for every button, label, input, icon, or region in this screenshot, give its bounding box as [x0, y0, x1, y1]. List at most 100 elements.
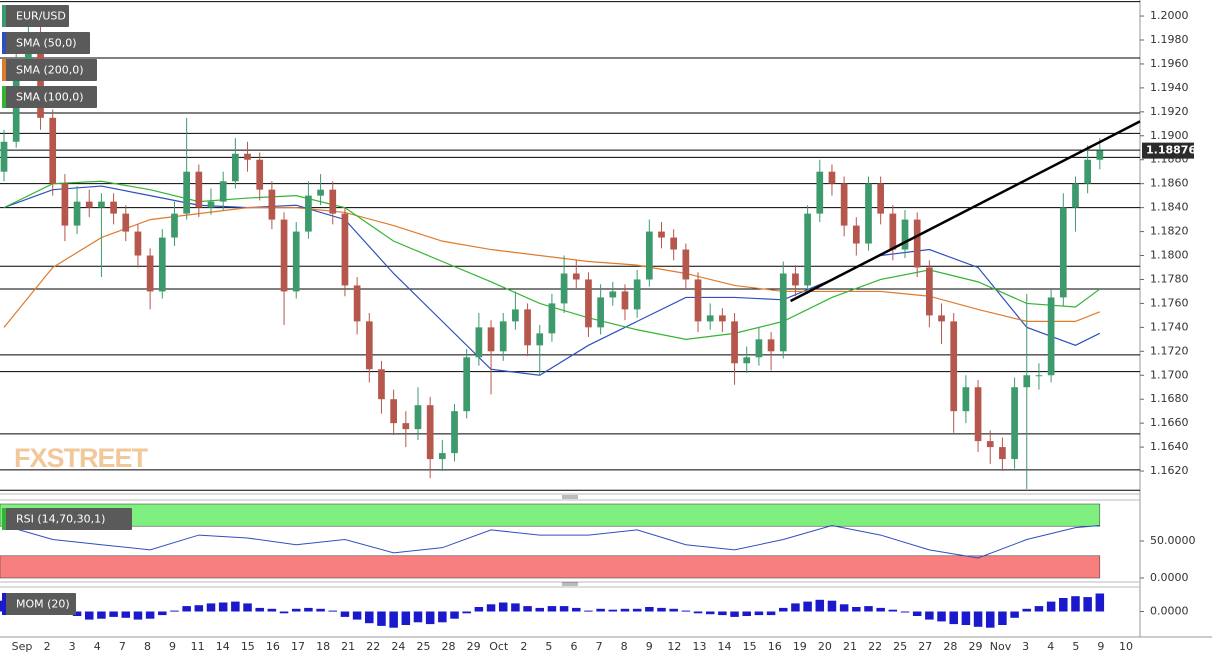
x-tick-label: 9: [1097, 640, 1104, 653]
candle-body: [195, 171, 203, 208]
candle-body: [597, 297, 604, 328]
mom-bar: [1034, 606, 1044, 612]
candle-body: [146, 255, 154, 292]
mom-bar: [1059, 598, 1068, 612]
x-tick-label: 19: [793, 640, 807, 653]
mom-bar: [912, 611, 922, 616]
legend-label: SMA (200,0): [16, 64, 84, 77]
mom-bar: [608, 609, 618, 612]
candle-body: [645, 231, 653, 280]
x-tick-label: 14: [216, 640, 230, 653]
y-tick-label: 1.1780: [1150, 272, 1189, 285]
candle-body: [73, 201, 81, 226]
legend-entry: EUR/USD: [2, 5, 69, 27]
x-tick-label: 20: [818, 640, 832, 653]
candle-body: [402, 423, 410, 430]
mom-bar: [645, 607, 654, 612]
candle-body: [98, 201, 105, 208]
legend-swatch: [2, 86, 6, 108]
mom-bar: [97, 611, 106, 619]
mom-bar: [316, 608, 325, 612]
candle-body: [390, 399, 397, 424]
mom-bar: [596, 608, 605, 612]
y-tick-label: 1.1720: [1150, 344, 1189, 357]
mom-bar: [158, 611, 167, 616]
mom-bar: [1071, 596, 1080, 612]
x-tick-label: 9: [169, 640, 176, 653]
x-tick-label: 25: [893, 640, 907, 653]
y-tick-label: 1.2000: [1150, 9, 1189, 22]
y-tick-label: 1.1840: [1150, 201, 1189, 214]
mom-bar: [754, 611, 764, 616]
candle-body: [1072, 183, 1079, 208]
mom-bar: [705, 611, 715, 615]
candle-body: [85, 201, 93, 208]
mom-bar: [693, 611, 703, 614]
mom-bar: [998, 611, 1007, 625]
legend-label: SMA (100,0): [16, 91, 84, 104]
mom-bar: [365, 611, 374, 624]
candle-body: [49, 117, 57, 184]
candle-body: [414, 405, 422, 430]
mom-bar: [279, 611, 289, 614]
candle-body: [365, 321, 373, 370]
candle-body: [621, 291, 629, 310]
x-tick-label: 22: [366, 640, 380, 653]
y-tick-label: 1.1900: [1150, 129, 1189, 142]
candle-body: [438, 453, 446, 460]
x-tick-label: Nov: [990, 640, 1012, 653]
candle-body: [901, 219, 909, 250]
resize-grip[interactable]: [562, 495, 578, 586]
candle-body: [1084, 159, 1091, 184]
candle-body: [889, 213, 897, 250]
sma-line: [3, 185, 1101, 376]
candle-body: [280, 219, 288, 292]
mom-bar: [462, 611, 471, 614]
candle-body: [755, 339, 763, 358]
rsi-line: [3, 524, 1100, 559]
y-tick-label: 1.1860: [1150, 177, 1189, 190]
y-tick-label: 1.1800: [1150, 249, 1189, 262]
candle-body: [548, 303, 556, 334]
mom-bar: [888, 609, 898, 612]
mom-bar: [1010, 611, 1019, 618]
legend-box: [2, 508, 132, 530]
mom-bar: [766, 611, 776, 616]
x-tick-label: 18: [316, 640, 330, 653]
y-tick-label: 1.1980: [1150, 33, 1189, 46]
y-tick-label: 1.1740: [1150, 320, 1189, 333]
candle-body: [183, 171, 190, 214]
legend-label: SMA (50,0): [16, 37, 77, 50]
candle-body: [61, 183, 69, 226]
legend-entry: SMA (200,0): [2, 59, 97, 81]
mom-bar: [681, 610, 691, 612]
candle-body: [986, 441, 994, 448]
candle-body: [110, 201, 117, 214]
candle-body: [877, 183, 885, 214]
candle-body: [207, 201, 215, 208]
mom-bar: [340, 611, 350, 617]
y-tick-label: 1.1760: [1150, 296, 1189, 309]
x-tick-label: Oct: [489, 640, 509, 653]
x-tick-label: 7: [119, 640, 126, 653]
legend-box: [2, 59, 97, 81]
candle-body: [256, 159, 264, 190]
x-tick-label: 12: [667, 640, 681, 653]
candle-body: [913, 219, 921, 268]
x-tick-label: 27: [918, 640, 932, 653]
candle-body: [1035, 375, 1043, 377]
x-tick-label: 15: [241, 640, 255, 653]
y-tick-label: 50.0000: [1150, 534, 1196, 547]
candle-body: [1011, 387, 1018, 460]
candle-body: [962, 387, 970, 412]
mom-bar: [267, 608, 277, 612]
y-tick-label: 1.1960: [1150, 57, 1189, 70]
candle-body: [792, 273, 799, 286]
y-tick-label: 1.1620: [1150, 464, 1189, 477]
mom-bar: [620, 608, 630, 612]
legend-label: EUR/USD: [16, 10, 66, 23]
mom-bar: [900, 611, 910, 613]
oversold-band: [0, 555, 1101, 579]
x-tick-label: 29: [968, 640, 982, 653]
candle-body: [779, 273, 787, 352]
